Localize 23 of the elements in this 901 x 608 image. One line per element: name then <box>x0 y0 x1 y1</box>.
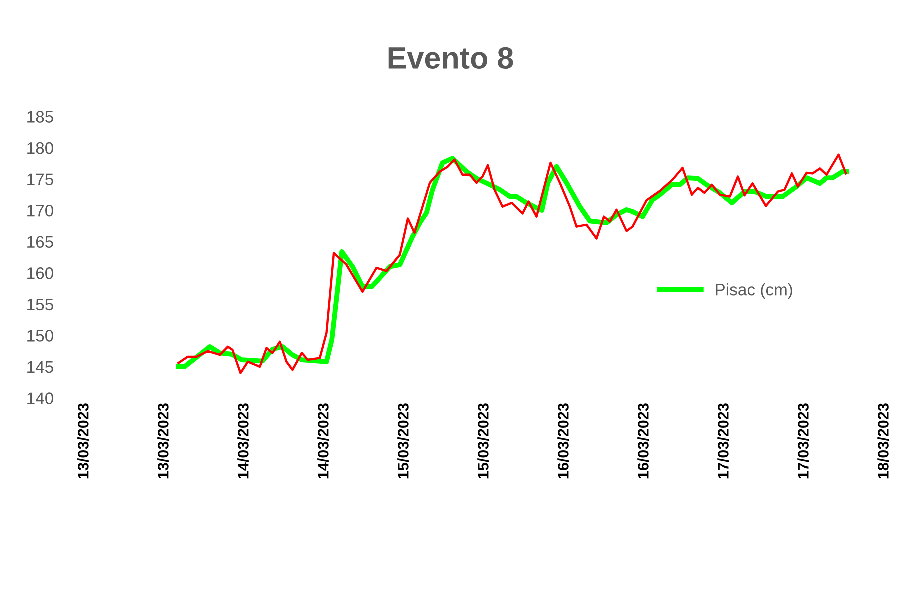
chart-title: Evento 8 <box>388 47 514 69</box>
x-tick-label: 13/03/2023 <box>78 404 89 479</box>
y-tick-label: 185 <box>28 111 54 123</box>
y-tick-label: 160 <box>28 268 54 280</box>
x-tick-label: 14/03/2023 <box>318 404 329 479</box>
y-tick-label: 145 <box>28 362 54 374</box>
x-tick-label: 16/03/2023 <box>638 404 650 479</box>
x-tick-label: 17/03/2023 <box>798 404 810 479</box>
x-tick-label: 15/03/2023 <box>398 404 409 479</box>
y-tick-label: 155 <box>28 298 54 311</box>
y-tick-label: 175 <box>28 174 54 186</box>
y-tick-label: 140 <box>28 392 54 404</box>
y-tick-label: 150 <box>28 330 54 342</box>
y-tick-label: 170 <box>28 204 54 217</box>
x-tick-label: 16/03/2023 <box>558 404 570 479</box>
legend-label: Pisac (cm) <box>716 284 792 300</box>
x-tick-label: 18/03/2023 <box>878 404 890 479</box>
x-tick-label: 13/03/2023 <box>158 404 169 479</box>
x-tick-label: 17/03/2023 <box>718 404 730 479</box>
x-tick-label: 14/03/2023 <box>238 404 249 479</box>
y-tick-label: 165 <box>28 236 54 248</box>
x-tick-label: 15/03/2023 <box>478 404 489 479</box>
y-tick-label: 180 <box>28 142 54 154</box>
